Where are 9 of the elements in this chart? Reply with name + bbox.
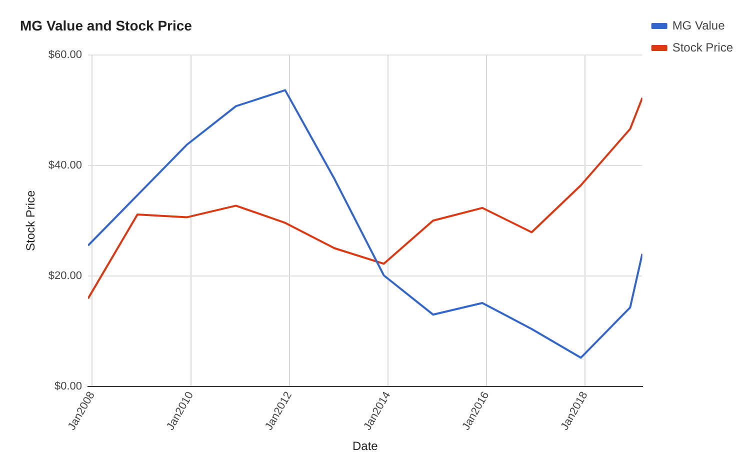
y-tick-label: $20.00: [48, 270, 82, 282]
legend-label: Stock Price: [672, 40, 734, 54]
y-tick-label: $60.00: [48, 48, 82, 61]
y-tick-label: $0.00: [54, 380, 82, 392]
chart-title: MG Value and Stock Price: [20, 17, 192, 34]
y-tick-label: $40.00: [48, 159, 82, 172]
x-axis-title: Date: [352, 439, 378, 454]
legend-label: MG Value: [672, 18, 726, 32]
y-axis-title: Stock Price: [24, 190, 38, 251]
